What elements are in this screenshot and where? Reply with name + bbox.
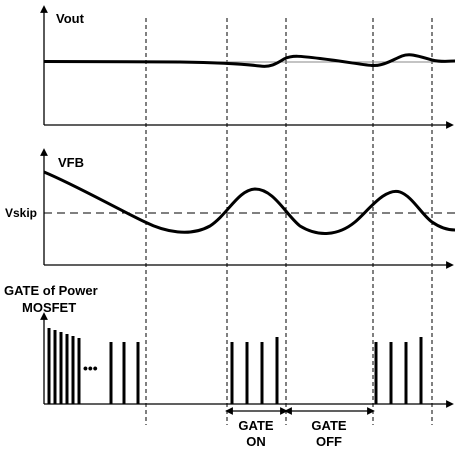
pulse-ellipsis: ••• — [83, 360, 98, 376]
gate-pulses — [47, 328, 423, 404]
vfb-label: VFB — [58, 155, 84, 170]
time-markers — [145, 18, 433, 425]
vfb-panel: VFB Vskip — [5, 148, 455, 269]
gate-panel: GATE of Power MOSFET ••• — [4, 283, 454, 449]
gate-on-label-line1: GATE — [238, 418, 273, 433]
gate-off-label-line2: OFF — [316, 434, 342, 449]
vout-waveform — [43, 53, 455, 68]
gate-on-label-line2: ON — [246, 434, 266, 449]
vfb-waveform — [43, 170, 455, 235]
vout-label: Vout — [56, 11, 85, 26]
gate-label-line2: MOSFET — [22, 300, 76, 315]
vout-panel: Vout — [40, 5, 455, 129]
vskip-label: Vskip — [5, 206, 37, 220]
gate-label-line1: GATE of Power — [4, 283, 98, 298]
gate-off-label-line1: GATE — [311, 418, 346, 433]
